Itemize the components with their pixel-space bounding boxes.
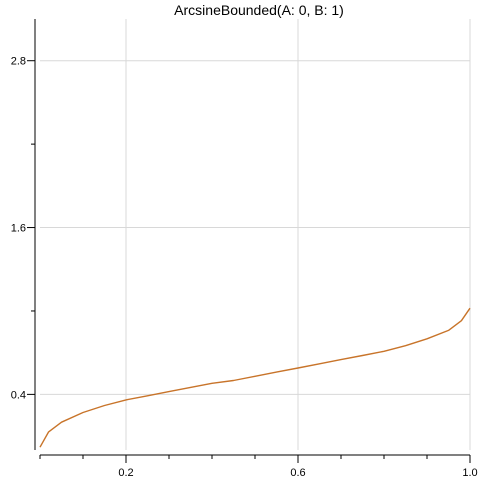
chart-title: ArcsineBounded(A: 0, B: 1) [174,2,344,18]
x-tick-label: 1.0 [462,467,477,479]
tick-labels: 0.2 0.6 1.0 0.4 1.6 2.8 [11,56,478,479]
y-tick-label: 1.6 [11,223,26,235]
grid-lines [40,19,470,450]
y-tick-label: 2.8 [11,56,26,68]
x-tick-label: 0.6 [290,467,305,479]
tick-marks [27,61,470,463]
series-line [40,308,470,447]
series-layer [40,308,470,447]
y-tick-label: 0.4 [11,389,26,401]
x-tick-label: 0.2 [118,467,133,479]
axes [35,19,470,455]
